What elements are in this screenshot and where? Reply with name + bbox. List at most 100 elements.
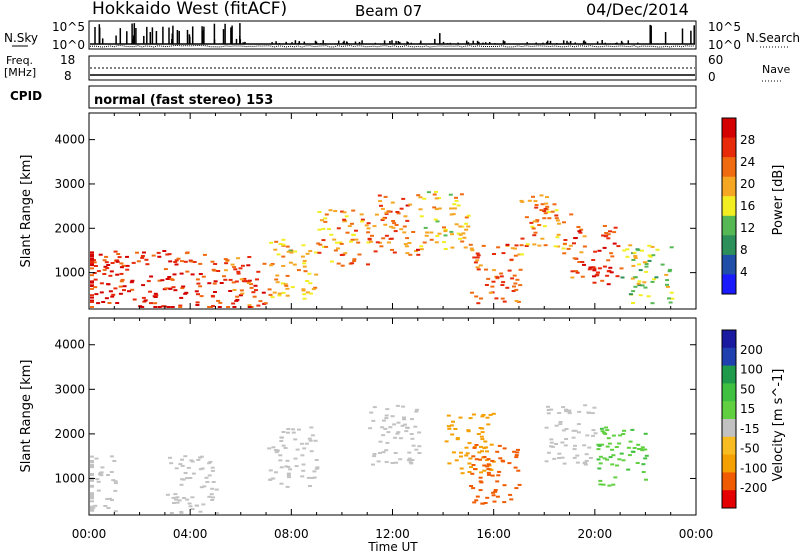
velocity-cell: [279, 440, 284, 442]
velocity-cell: [564, 410, 569, 413]
power-cell: [213, 291, 217, 293]
power-cell: [170, 306, 175, 308]
power-cell: [500, 284, 505, 286]
power-cell: [610, 255, 615, 258]
velocity-cell: [372, 455, 377, 458]
velocity-cell: [552, 457, 557, 460]
power-cell: [213, 280, 218, 283]
power-cell: [636, 249, 641, 252]
power-cell: [232, 289, 237, 291]
noise-tick-hi-left: 10^5: [52, 20, 85, 34]
power-cell: [476, 254, 481, 257]
nave-label: Nave: [762, 63, 790, 76]
power-cell: [90, 281, 94, 284]
power-cell: [90, 294, 94, 297]
velocity-cell: [576, 423, 581, 426]
power-cell: [179, 296, 184, 299]
velocity-cell: [605, 445, 610, 448]
power-cell: [572, 242, 576, 245]
velocity-cell: [209, 493, 214, 496]
power-cell: [289, 251, 294, 254]
power-cell: [545, 196, 549, 199]
power-cell: [494, 297, 499, 300]
power-cell: [597, 249, 602, 252]
velocity-cell: [381, 434, 386, 437]
power-cell: [475, 259, 480, 262]
velocity-cell: [450, 433, 455, 436]
power-cell: [443, 234, 448, 237]
power-cell: [352, 260, 357, 262]
power-cell: [106, 283, 111, 286]
power-cell: [351, 233, 356, 236]
velocity-cell: [495, 450, 500, 453]
power-cell: [153, 296, 158, 298]
power-cell: [448, 193, 453, 196]
power-cell: [323, 220, 328, 223]
power-cell: [372, 225, 377, 228]
power-cell: [253, 284, 258, 287]
velocity-cell: [314, 467, 319, 470]
power-cell: [597, 267, 602, 270]
velocity-y-axis: 1000 2000 3000 4000: [54, 338, 696, 485]
y-tick-label: 3000: [54, 177, 85, 191]
noise-search-trace: [89, 44, 695, 48]
power-cell: [275, 281, 280, 284]
velocity-cell: [175, 501, 180, 504]
power-cell: [125, 255, 129, 258]
velocity-cell: [210, 499, 215, 501]
power-cell: [434, 208, 439, 211]
power-cell: [340, 264, 345, 267]
velocity-cell: [200, 467, 205, 470]
power-cell: [552, 203, 557, 206]
power-cell: [366, 263, 370, 266]
power-cell: [344, 215, 349, 218]
power-cell: [402, 231, 407, 234]
velocity-cell: [180, 464, 185, 467]
power-cell: [142, 251, 146, 254]
power-cell: [505, 243, 510, 246]
x-tick-label: 16:00: [476, 527, 511, 541]
power-cell: [132, 298, 137, 301]
velocity-cell: [90, 497, 94, 500]
y-tick-label: 4000: [54, 133, 85, 147]
power-cell: [403, 243, 408, 246]
power-cell: [143, 299, 148, 302]
power-cell: [466, 225, 471, 228]
power-cell: [176, 257, 181, 260]
power-cell: [228, 278, 233, 281]
velocity-cell: [90, 455, 94, 458]
velocity-cell: [286, 472, 291, 475]
velocity-cell: [384, 461, 389, 463]
power-cell: [90, 263, 94, 266]
velocity-cell: [94, 457, 99, 460]
velocity-cell: [487, 464, 492, 467]
velocity-cell: [283, 447, 288, 449]
velocity-cell: [453, 428, 458, 430]
velocity-cell: [591, 429, 596, 432]
velocity-cell: [408, 461, 413, 464]
power-cell: [285, 245, 290, 248]
velocity-cell: [560, 456, 565, 459]
power-cell: [113, 287, 118, 290]
power-cell: [463, 246, 468, 249]
power-cell: [476, 302, 481, 305]
power-cell: [425, 231, 429, 234]
velocity-cell: [177, 499, 182, 502]
velocity-cell: [279, 466, 284, 469]
freq-label: Freq.: [6, 54, 33, 67]
power-cell: [185, 270, 190, 273]
power-cell: [568, 244, 573, 247]
power-cell: [478, 264, 483, 267]
velocity-colorbar-swatch: [722, 419, 736, 438]
power-cell: [424, 234, 429, 237]
velocity-cell: [554, 424, 559, 427]
power-cell: [350, 238, 355, 241]
velocity-cell: [90, 492, 94, 495]
power-cell: [199, 295, 204, 298]
power-cell: [562, 242, 567, 245]
velocity-cell: [564, 438, 569, 440]
velocity-cell: [214, 512, 219, 514]
velocity-cell: [583, 463, 588, 466]
power-cell: [534, 206, 539, 209]
power-cell: [130, 288, 135, 291]
